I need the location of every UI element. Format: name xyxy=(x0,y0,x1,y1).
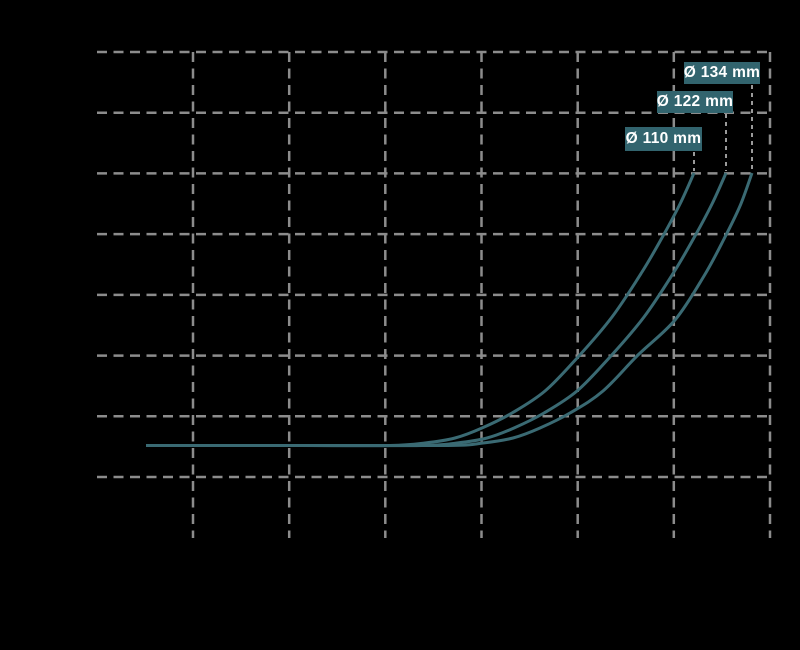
series-curve xyxy=(145,172,754,448)
series-label-chip-110: Ø 110 mm xyxy=(625,127,702,151)
series-label-chip-134: Ø 134 mm xyxy=(684,62,760,84)
series-label-chip-122: Ø 122 mm xyxy=(657,91,733,113)
